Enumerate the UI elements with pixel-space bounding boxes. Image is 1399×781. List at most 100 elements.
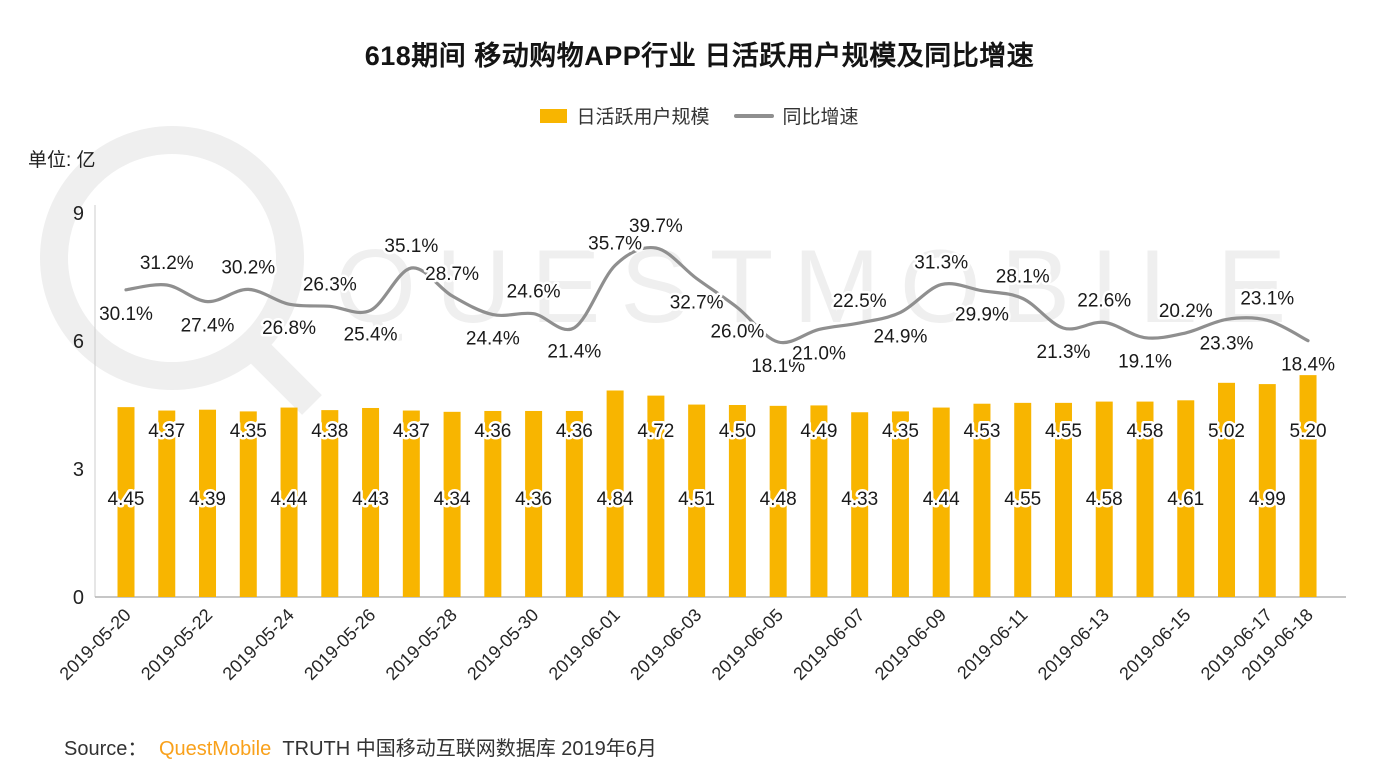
svg-text:4.72: 4.72 <box>637 421 674 442</box>
bar <box>688 404 706 597</box>
svg-text:4.34: 4.34 <box>434 489 471 510</box>
svg-text:2019-06-09: 2019-06-09 <box>871 605 950 684</box>
bar <box>810 405 828 597</box>
svg-text:24.6%: 24.6% <box>507 282 561 303</box>
svg-text:26.0%: 26.0% <box>710 322 764 343</box>
svg-text:2019-05-24: 2019-05-24 <box>219 605 298 684</box>
svg-text:26.8%: 26.8% <box>262 318 316 339</box>
bar <box>1136 401 1154 597</box>
legend-growth-label: 同比增速 <box>782 107 859 128</box>
svg-text:5.02: 5.02 <box>1208 421 1245 442</box>
svg-text:4.55: 4.55 <box>1004 489 1041 510</box>
svg-text:28.1%: 28.1% <box>996 267 1050 288</box>
svg-text:39.7%: 39.7% <box>629 216 683 237</box>
svg-text:2019-05-26: 2019-05-26 <box>300 605 379 684</box>
bar <box>525 410 543 597</box>
svg-text:3: 3 <box>73 459 84 481</box>
bar <box>565 410 583 597</box>
svg-text:2019-06-13: 2019-06-13 <box>1034 605 1113 684</box>
svg-text:4.37: 4.37 <box>148 421 185 442</box>
svg-text:35.7%: 35.7% <box>588 233 642 254</box>
svg-text:4.43: 4.43 <box>352 489 389 510</box>
svg-text:5.20: 5.20 <box>1290 421 1327 442</box>
bar <box>891 411 909 597</box>
bar <box>1095 401 1113 597</box>
svg-text:35.1%: 35.1% <box>384 236 438 257</box>
bar <box>1177 400 1195 597</box>
svg-text:31.3%: 31.3% <box>914 253 968 274</box>
svg-text:2019-06-15: 2019-06-15 <box>1115 605 1194 684</box>
bar-swatch-icon <box>540 108 568 123</box>
bar <box>280 407 298 597</box>
svg-text:4.33: 4.33 <box>841 489 878 510</box>
bar <box>199 409 217 597</box>
svg-text:4.49: 4.49 <box>800 421 837 442</box>
source-brand: QuestMobile <box>158 738 272 760</box>
svg-text:4.84: 4.84 <box>597 489 634 510</box>
svg-text:4.58: 4.58 <box>1086 489 1123 510</box>
svg-text:2019-06-05: 2019-06-05 <box>708 605 787 684</box>
svg-text:20.2%: 20.2% <box>1159 301 1213 322</box>
bar <box>647 395 665 597</box>
svg-text:4.38: 4.38 <box>311 421 348 442</box>
svg-text:4.61: 4.61 <box>1167 489 1204 510</box>
svg-text:4.35: 4.35 <box>230 421 267 442</box>
legend-item-growth: 同比增速 <box>733 102 859 129</box>
source-suffix: TRUTH 中国移动互联网数据库 2019年6月 <box>282 738 657 760</box>
svg-text:24.9%: 24.9% <box>874 326 928 347</box>
svg-text:21.3%: 21.3% <box>1037 342 1091 363</box>
svg-text:2019-06-11: 2019-06-11 <box>953 605 1031 683</box>
bar <box>728 404 746 597</box>
bar <box>769 405 787 597</box>
svg-text:4.35: 4.35 <box>882 421 919 442</box>
svg-text:23.1%: 23.1% <box>1240 288 1294 309</box>
svg-text:25.4%: 25.4% <box>344 324 398 345</box>
bar <box>117 407 135 597</box>
chart-title: 618期间 移动购物APP行业 日活跃用户规模及同比增速 <box>364 41 1035 71</box>
line-swatch-icon <box>733 113 774 118</box>
svg-text:27.4%: 27.4% <box>181 316 235 337</box>
svg-text:29.9%: 29.9% <box>955 305 1009 326</box>
svg-text:2019-06-01: 2019-06-01 <box>545 605 624 684</box>
y-axis-labels: 0 3 6 9 <box>73 203 84 609</box>
source-prefix: Source： <box>64 738 148 760</box>
source-line: Source： QuestMobile TRUTH 中国移动互联网数据库 201… <box>64 732 663 761</box>
bar <box>851 412 869 597</box>
svg-text:4.50: 4.50 <box>719 421 756 442</box>
bar <box>239 411 257 597</box>
growth-line <box>124 245 1310 345</box>
svg-text:26.3%: 26.3% <box>303 274 357 295</box>
svg-text:31.2%: 31.2% <box>140 253 194 274</box>
bar <box>1258 384 1276 597</box>
svg-text:4.45: 4.45 <box>108 489 145 510</box>
bar-value-labels: 4.45 4.37 4.39 4.35 4.44 4.38 4.43 4.37 4.34 4.36… <box>105 419 1329 513</box>
svg-text:4.36: 4.36 <box>556 421 593 442</box>
bar <box>606 390 624 597</box>
svg-text:4.53: 4.53 <box>963 421 1000 442</box>
svg-text:2019-05-30: 2019-05-30 <box>463 605 542 684</box>
svg-text:4.37: 4.37 <box>393 421 430 442</box>
bar <box>362 407 380 597</box>
svg-text:6: 6 <box>73 331 84 353</box>
bar <box>973 403 991 597</box>
bar <box>443 411 461 597</box>
svg-text:18.1%: 18.1% <box>751 356 805 377</box>
bar <box>321 410 339 597</box>
svg-text:2019-05-22: 2019-05-22 <box>137 605 216 684</box>
svg-text:0: 0 <box>73 587 84 609</box>
svg-text:4.99: 4.99 <box>1249 489 1286 510</box>
svg-text:30.2%: 30.2% <box>221 257 275 278</box>
bar <box>158 410 176 597</box>
x-axis-labels: 2019-05-20 2019-05-22 2019-05-24 2019-05-26… <box>56 605 1317 684</box>
bar <box>1014 402 1032 597</box>
bar-series <box>117 375 1317 597</box>
svg-text:4.58: 4.58 <box>1127 421 1164 442</box>
svg-text:4.39: 4.39 <box>189 489 226 510</box>
svg-text:4.44: 4.44 <box>271 489 308 510</box>
growth-labels: 30.1% 31.2% 27.4% 30.2% 26.8% 26.3% 25.4% 35.1%… <box>97 214 1338 380</box>
svg-text:24.4%: 24.4% <box>466 329 520 350</box>
bar <box>1218 382 1236 597</box>
svg-text:22.6%: 22.6% <box>1077 290 1131 311</box>
svg-text:2019-06-07: 2019-06-07 <box>789 605 868 684</box>
